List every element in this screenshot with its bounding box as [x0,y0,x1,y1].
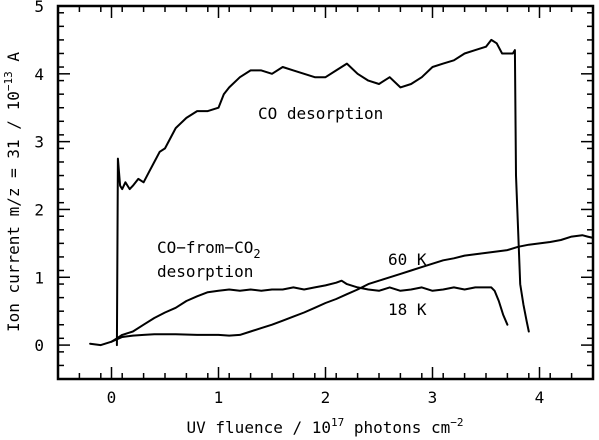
y-tick-label: 5 [34,0,44,16]
annotation-60k: 60 K [388,250,427,269]
annotation-co-from-co2-subscript: 2 [253,247,260,261]
series-layer [89,38,594,347]
tick-labels: 0 1 2 3 4 0 1 2 3 4 5 [34,0,544,407]
annotation-co-desorption: CO desorption [258,104,383,123]
x-axis-label-tail: photons cm [344,418,450,437]
x-axis-label-main: UV fluence / 10 [187,418,332,437]
series-co-desorption-line [115,38,530,347]
series-co-from-co2-60k-line [110,234,594,343]
annotation-desorption: desorption [157,262,253,281]
annotation-co-from-co2-text: CO−from−CO [157,238,253,257]
x-tick-label: 0 [107,388,117,407]
y-tick-label: 4 [34,65,44,84]
annotation-18k: 18 K [388,300,427,319]
y-axis-label-tail: A [4,52,23,72]
y-axis-label-exponent: −13 [2,71,15,91]
plot-frame [56,4,595,381]
y-tick-label: 1 [34,268,44,287]
y-tick-label: 2 [34,200,44,219]
x-tick-label: 1 [214,388,224,407]
annotation-co-from-co2: CO−from−CO2 [157,238,261,261]
y-tick-label: 0 [34,336,44,355]
axis-ticks [57,5,594,380]
y-tick-label: 3 [34,133,44,152]
x-tick-label: 2 [321,388,331,407]
x-axis-label: UV fluence / 1017 photons cm−2 [187,416,464,437]
x-axis-label-exponent: 17 [331,416,344,429]
series-co-from-co2-18k-line [89,279,509,347]
x-axis-label-tail-exponent: −2 [450,416,463,429]
y-axis-label: Ion current m/z = 31 / 10−13 A [2,52,23,332]
x-tick-label: 4 [535,388,545,407]
y-axis-label-main: Ion current m/z = 31 / 10 [4,91,23,332]
x-tick-label: 3 [428,388,438,407]
